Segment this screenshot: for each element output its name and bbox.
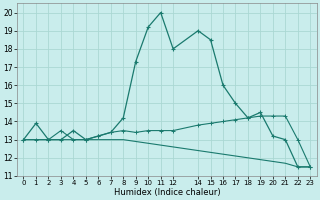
- X-axis label: Humidex (Indice chaleur): Humidex (Indice chaleur): [114, 188, 220, 197]
